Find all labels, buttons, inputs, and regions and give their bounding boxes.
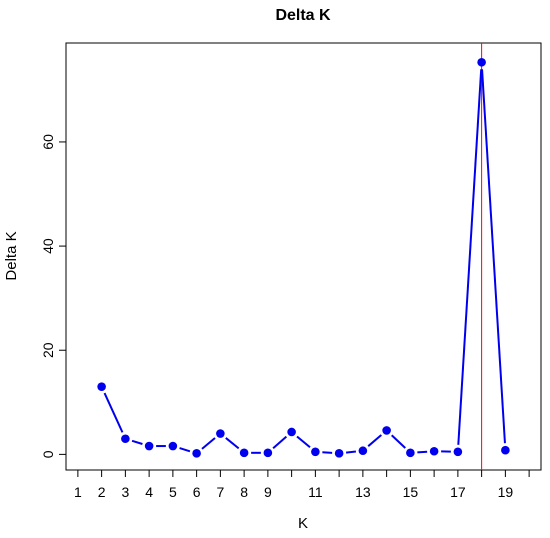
series-line-segment [179, 447, 191, 453]
x-axis: 1 2 3 4 5 6 7 8 9 11 13 15 17 19 [74, 470, 530, 500]
series-line-segment [131, 439, 143, 445]
x-tick-label: 8 [240, 484, 248, 500]
x-tick-label: 11 [308, 484, 323, 500]
data-point [334, 449, 344, 458]
data-point [477, 57, 486, 67]
y-tick-label: 0 [40, 450, 56, 458]
x-tick-label: 17 [450, 484, 466, 500]
data-point [287, 427, 296, 437]
series-line-segment [225, 437, 240, 450]
data-point [429, 446, 439, 456]
data-point [382, 426, 391, 435]
data-point [168, 441, 178, 451]
y-axis-label: Delta K [3, 231, 20, 280]
x-tick-label: 1 [74, 484, 82, 500]
data-point [311, 447, 320, 457]
data-point [453, 447, 463, 457]
data-point [97, 382, 106, 391]
series-line-segment [322, 451, 333, 454]
data-point [121, 434, 130, 444]
x-tick-label: 3 [121, 484, 129, 500]
series-line-segment [272, 435, 288, 449]
x-tick-label: 7 [216, 484, 224, 500]
data-point [144, 441, 154, 451]
data-point [358, 446, 368, 456]
data-point [501, 445, 510, 455]
x-tick-label: 6 [193, 484, 201, 500]
y-tick-label: 20 [40, 342, 56, 358]
x-tick-label: 19 [498, 484, 514, 500]
series-line-segment [417, 450, 428, 454]
data-point [263, 448, 273, 458]
series-line-segment [345, 450, 357, 454]
y-axis: 0 20 40 60 [40, 134, 66, 458]
x-tick-label: 13 [355, 484, 371, 500]
x-tick-label: 9 [264, 484, 272, 500]
x-tick-label: 4 [145, 484, 153, 500]
x-tick-label: 15 [403, 484, 419, 500]
x-tick-label: 5 [169, 484, 177, 500]
data-point [216, 429, 225, 438]
series-line-segment [201, 437, 216, 450]
plot-frame [65, 42, 542, 471]
plot-area [97, 43, 510, 470]
x-axis-label: K [298, 515, 308, 532]
y-tick-label: 40 [40, 238, 56, 254]
series-line-segment [367, 434, 382, 447]
series-line-segment [457, 69, 483, 445]
data-point [192, 449, 201, 458]
series-line-segment [296, 435, 311, 449]
data-point [239, 448, 249, 458]
y-tick-label: 60 [40, 134, 56, 150]
series-line-segment [103, 392, 124, 433]
series-line-segment [481, 69, 506, 444]
x-tick-label: 2 [98, 484, 106, 500]
data-point [406, 448, 415, 458]
chart-title: Delta K [275, 7, 331, 24]
series-line-segment [391, 434, 406, 449]
